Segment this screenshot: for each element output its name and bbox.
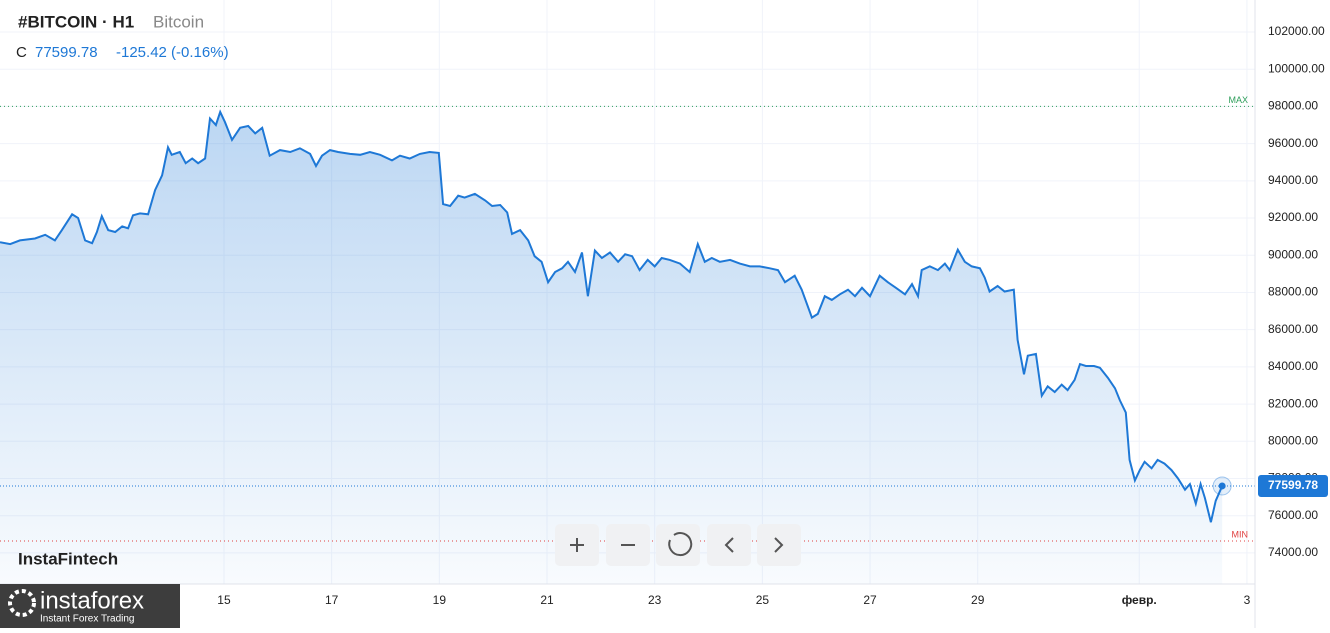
ohlc-label: C xyxy=(16,44,27,61)
y-tick-label: 90000.00 xyxy=(1268,247,1318,261)
y-tick-label: 100000.00 xyxy=(1268,61,1325,75)
y-tick-label: 86000.00 xyxy=(1268,322,1318,336)
close-value: 77599.78 xyxy=(35,44,98,61)
symbol-subtitle: Bitcoin xyxy=(153,12,204,31)
y-tick-label: 84000.00 xyxy=(1268,359,1318,373)
logo-name: instaforex xyxy=(40,587,144,614)
reset-button[interactable] xyxy=(656,524,700,566)
y-tick-label: 76000.00 xyxy=(1268,508,1318,522)
reference-label: MIN xyxy=(1232,529,1249,539)
y-tick-label: 92000.00 xyxy=(1268,210,1318,224)
price-tag xyxy=(1258,474,1328,497)
x-tick-label: 17 xyxy=(325,593,339,607)
x-tick-label: 3 xyxy=(1244,593,1251,607)
x-tick-label: февр. xyxy=(1122,593,1157,607)
icon xyxy=(774,537,784,553)
x-tick-label: 23 xyxy=(648,593,662,607)
y-tick-label: 74000.00 xyxy=(1268,545,1318,559)
logo-background xyxy=(0,584,180,628)
reference-label: MAX xyxy=(1228,95,1248,105)
y-tick-label: 102000.00 xyxy=(1268,24,1325,38)
price-tag-label: 77599.78 xyxy=(1268,478,1318,492)
y-tick-label: 82000.00 xyxy=(1268,396,1318,410)
x-tick-label: 29 xyxy=(971,593,985,607)
y-tick-label: 80000.00 xyxy=(1268,433,1318,447)
scroll-left-button[interactable] xyxy=(707,524,751,566)
x-tick-label: 21 xyxy=(540,593,554,607)
watermark: InstaFintech xyxy=(18,549,118,568)
y-tick-label: 96000.00 xyxy=(1268,136,1318,150)
symbol-title: #BITCOIN · H1 xyxy=(18,12,134,31)
y-tick-label: 98000.00 xyxy=(1268,99,1318,113)
icon xyxy=(570,538,584,552)
logo: instaforex Instant Forex Trading xyxy=(0,584,180,628)
y-tick-label: 88000.00 xyxy=(1268,285,1318,299)
line xyxy=(0,109,1224,523)
change-value: -125.42 (-0.16%) xyxy=(116,44,229,61)
x-tick-label: 15 xyxy=(217,593,231,607)
x-tick-label: 19 xyxy=(433,593,447,607)
logo-tagline: Instant Forex Trading xyxy=(40,614,135,625)
x-tick-label: 25 xyxy=(756,593,770,607)
scroll-right-button[interactable] xyxy=(757,524,801,566)
logo-icon xyxy=(8,589,36,617)
icon xyxy=(724,537,734,553)
toolbar xyxy=(555,524,801,566)
icon xyxy=(668,532,693,557)
last-point xyxy=(1218,482,1226,490)
x-tick-label: 27 xyxy=(863,593,877,607)
area xyxy=(0,112,1223,584)
y-tick-label: 94000.00 xyxy=(1268,173,1318,187)
